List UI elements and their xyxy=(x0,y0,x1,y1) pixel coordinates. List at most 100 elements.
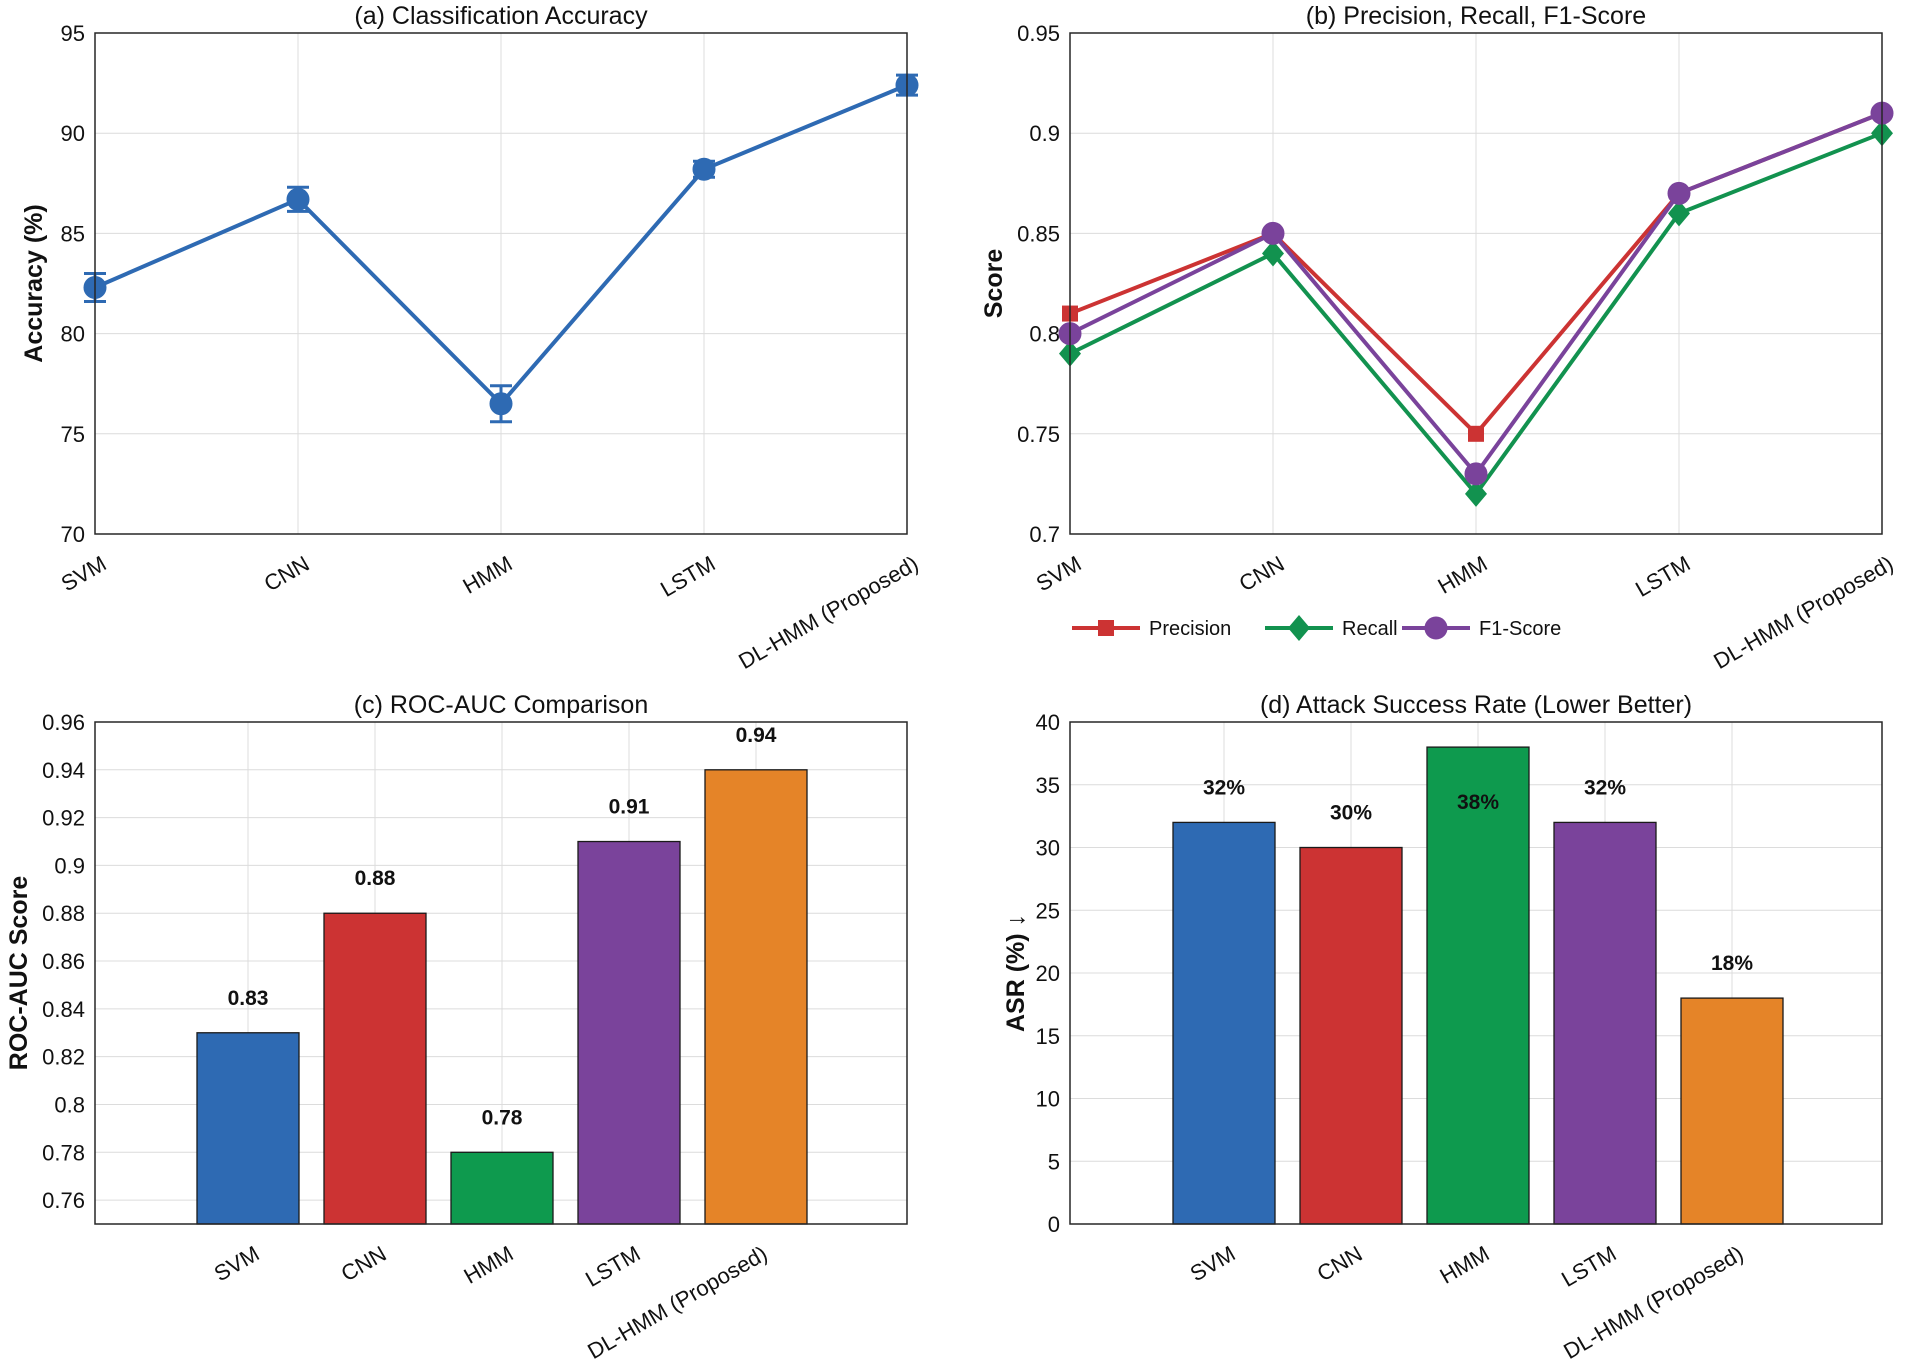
y-axis-label: Accuracy (%) xyxy=(20,204,48,362)
data-point-accuracy xyxy=(692,157,716,181)
x-tick-label: CNN xyxy=(337,1241,391,1286)
bar-svm xyxy=(1172,821,1276,1225)
y-tick-label: 15 xyxy=(1036,1024,1060,1049)
data-label: 18% xyxy=(1711,952,1753,975)
legend-marker xyxy=(1288,615,1310,641)
y-tick-label: 0.78 xyxy=(42,1140,85,1165)
y-tick-label: 25 xyxy=(1036,898,1060,923)
data-label: 0.88 xyxy=(355,867,396,890)
x-tick-label: SVM xyxy=(57,551,111,596)
y-tick-label: 30 xyxy=(1036,836,1060,861)
y-axis-label: ASR (%) ↓ xyxy=(1002,914,1030,1032)
y-tick-label: 0 xyxy=(1048,1212,1060,1237)
bar-hmm xyxy=(450,1151,554,1225)
x-tick-label: SVM xyxy=(1186,1241,1240,1286)
legend-label: Recall xyxy=(1342,618,1398,640)
data-point-accuracy xyxy=(286,187,310,211)
data-point-recall xyxy=(1465,480,1487,507)
y-tick-label: 0.9 xyxy=(54,853,85,878)
y-tick-label: 0.76 xyxy=(42,1188,85,1213)
data-label: 0.78 xyxy=(482,1106,523,1129)
legend-marker xyxy=(1424,616,1448,640)
x-tick-label: CNN xyxy=(1235,551,1289,596)
data-label: 32% xyxy=(1203,776,1245,799)
panel-a-accuracy-chart: 70 75 80 85 90 95 SVM CNN HMM LSTM DL-HMM (Propose… xyxy=(20,2,923,674)
data-label: 0.83 xyxy=(228,987,269,1010)
y-tick-label: 90 xyxy=(61,121,85,146)
bar-dl-hmm xyxy=(704,769,808,1225)
y-tick-label: 0.88 xyxy=(42,901,85,926)
chart-title: (d) Attack Success Rate (Lower Better) xyxy=(1260,691,1692,719)
bar-lstm xyxy=(577,840,681,1225)
x-tick-label: CNN xyxy=(260,551,314,596)
x-tick-label: SVM xyxy=(1032,551,1086,596)
y-tick-label: 0.84 xyxy=(42,997,85,1022)
chart-title: (b) Precision, Recall, F1-Score xyxy=(1306,2,1646,30)
x-tick-label: DL-HMM (Proposed) xyxy=(734,551,922,674)
bar-dl-hmm xyxy=(1680,997,1784,1225)
bar-cnn xyxy=(323,912,427,1225)
legend-marker xyxy=(1098,620,1114,636)
y-tick-label: 80 xyxy=(61,322,85,347)
axes-frame xyxy=(94,721,908,1225)
data-point-accuracy xyxy=(489,392,513,416)
y-tick-label: 70 xyxy=(61,522,85,547)
x-tick-label: HMM xyxy=(459,1241,517,1289)
data-label: 32% xyxy=(1584,776,1626,799)
data-point-f1-score xyxy=(1667,181,1691,205)
data-point-recall xyxy=(1668,200,1690,227)
y-tick-label: 0.8 xyxy=(1029,322,1060,347)
y-tick-label: 0.92 xyxy=(42,806,85,831)
legend-label: F1-Score xyxy=(1479,618,1561,640)
data-point-f1-score xyxy=(1261,221,1285,245)
x-tick-label: CNN xyxy=(1313,1241,1367,1286)
axes-frame xyxy=(94,32,908,535)
panel-b-precision-recall-f1-chart: 0.7 0.75 0.8 0.85 0.9 0.95 SVM CNN HMM LSTM DL-HMM… xyxy=(980,2,1898,674)
axes-frame xyxy=(1069,721,1883,1225)
x-tick-label: LSTM xyxy=(1557,1241,1620,1292)
data-label: 30% xyxy=(1330,802,1372,825)
y-tick-label: 95 xyxy=(61,21,85,46)
y-tick-label: 0.75 xyxy=(1017,422,1060,447)
y-tick-label: 0.8 xyxy=(54,1092,85,1117)
x-tick-label: SVM xyxy=(210,1241,264,1286)
y-tick-label: 20 xyxy=(1036,961,1060,986)
axes-frame xyxy=(1069,32,1883,535)
chart-title: (c) ROC-AUC Comparison xyxy=(354,691,648,719)
x-tick-label: DL-HMM (Proposed) xyxy=(1709,551,1897,674)
y-tick-label: 0.86 xyxy=(42,949,85,974)
bar-cnn xyxy=(1299,846,1403,1225)
y-tick-label: 0.95 xyxy=(1017,21,1060,46)
x-tick-label: LSTM xyxy=(1631,551,1694,602)
x-tick-label: HMM xyxy=(1433,551,1491,599)
panel-c-roc-auc-chart: 0.76 0.78 0.8 0.82 0.84 0.86 0.88 0.9 0.92 0.94 0.… xyxy=(5,691,908,1364)
legend-label: Precision xyxy=(1149,618,1231,640)
y-axis-label: Score xyxy=(980,249,1008,319)
y-tick-label: 0.85 xyxy=(1017,221,1060,246)
y-tick-label: 0.82 xyxy=(42,1045,85,1070)
y-tick-label: 0.96 xyxy=(42,710,85,735)
y-tick-label: 0.9 xyxy=(1029,121,1060,146)
y-tick-label: 10 xyxy=(1036,1087,1060,1112)
y-tick-label: 0.94 xyxy=(42,758,85,783)
y-axis-label: ROC-AUC Score xyxy=(5,876,33,1071)
legend: Precision Recall F1-Score xyxy=(1072,615,1561,641)
y-tick-label: 35 xyxy=(1036,773,1060,798)
x-tick-label: LSTM xyxy=(581,1241,644,1292)
bar-hmm xyxy=(1426,746,1530,1225)
y-tick-label: 40 xyxy=(1036,710,1060,735)
bar-svm xyxy=(196,1032,300,1225)
x-tick-label: HMM xyxy=(458,551,516,599)
y-tick-label: 75 xyxy=(61,422,85,447)
data-point-f1-score xyxy=(1464,462,1488,486)
data-point-recall xyxy=(1262,240,1284,267)
chart-title: (a) Classification Accuracy xyxy=(354,2,648,30)
data-label: 0.94 xyxy=(736,724,777,747)
y-tick-label: 5 xyxy=(1048,1149,1060,1174)
data-point-precision xyxy=(1468,425,1484,442)
x-tick-label: LSTM xyxy=(656,551,719,602)
x-tick-label: HMM xyxy=(1435,1241,1493,1289)
data-label: 38% xyxy=(1457,791,1499,814)
y-tick-label: 0.7 xyxy=(1029,522,1060,547)
